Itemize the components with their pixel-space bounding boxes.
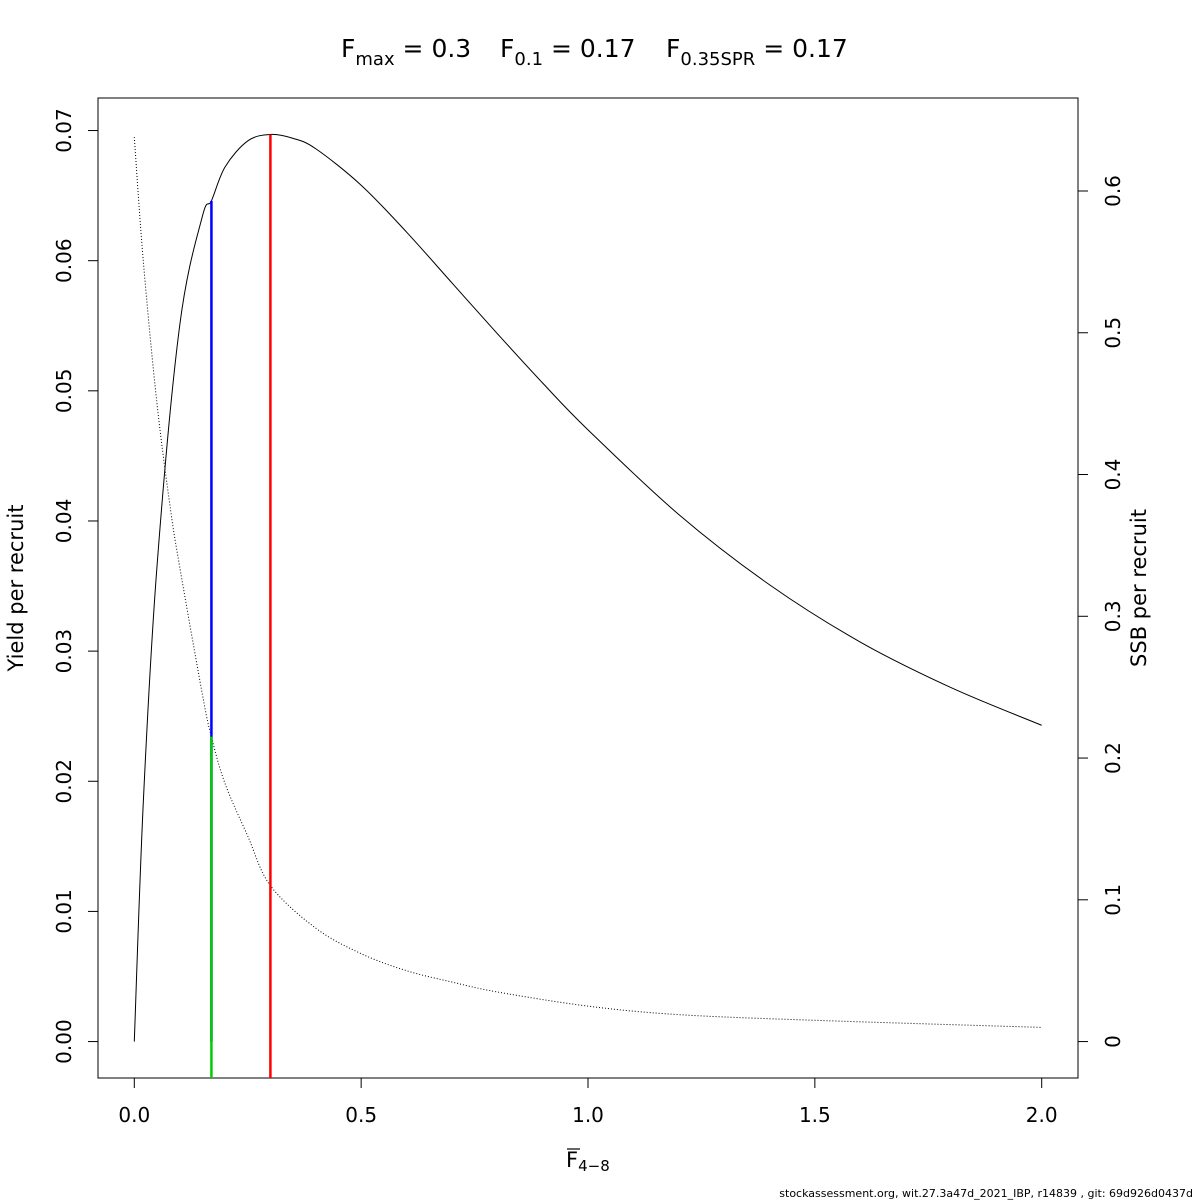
y-axis-right: 0 0.1 0.2 0.3 0.4 0.5 0.6 [1078, 175, 1125, 1048]
x-tick-label: 0.0 [118, 1103, 150, 1127]
x-tick-label: 0.5 [345, 1103, 377, 1127]
y2-axis-label: SSB per recruit [1127, 509, 1151, 667]
y-tick-label: 0.01 [52, 889, 76, 934]
plot-frame [97, 97, 1079, 1079]
x-tick-label: 1.0 [572, 1103, 604, 1127]
y2-tick-label: 0.4 [1101, 459, 1125, 491]
y2-tick-label: 0.3 [1101, 600, 1125, 632]
x-axis-label-text: F4−8 [566, 1148, 610, 1175]
title-fspr: F0.35SPR = 0.17 [666, 34, 848, 70]
reference-lines [210, 134, 272, 1078]
footer-text: stockassessment.org, wit.27.3a47d_2021_I… [779, 1187, 1193, 1200]
y-tick-label: 0.06 [52, 238, 76, 283]
y-axis-label: Yield per recruit [4, 505, 28, 673]
x-axis-label: F4−8 [566, 1148, 610, 1175]
x-tick-label: 2.0 [1026, 1103, 1058, 1127]
y2-tick-label: 0 [1101, 1035, 1125, 1048]
y2-tick-label: 0.6 [1101, 175, 1125, 207]
y-tick-label: 0.07 [52, 108, 76, 153]
x-axis: 0.0 0.5 1.0 1.5 2.0 [118, 1078, 1058, 1127]
y-tick-label: 0.05 [52, 369, 76, 414]
y-tick-label: 0.03 [52, 629, 76, 674]
y-tick-label: 0.02 [52, 759, 76, 804]
y2-tick-label: 0.5 [1101, 317, 1125, 349]
x-tick-label: 1.5 [799, 1103, 831, 1127]
y2-tick-label: 0.1 [1101, 884, 1125, 916]
y-axis-left: 0.00 0.01 0.02 0.03 0.04 0.05 0.06 0.07 [52, 108, 98, 1064]
chart-title: Fmax = 0.3 F0.1 = 0.17 F0.35SPR = 0.17 [341, 34, 848, 70]
title-f01: F0.1 = 0.17 [500, 34, 636, 70]
title-fmax: Fmax = 0.3 [341, 34, 471, 70]
y-tick-label: 0.04 [52, 499, 76, 544]
y2-tick-label: 0.2 [1101, 742, 1125, 774]
yield-per-recruit-line [133, 133, 1042, 1042]
y-tick-label: 0.00 [52, 1019, 76, 1064]
